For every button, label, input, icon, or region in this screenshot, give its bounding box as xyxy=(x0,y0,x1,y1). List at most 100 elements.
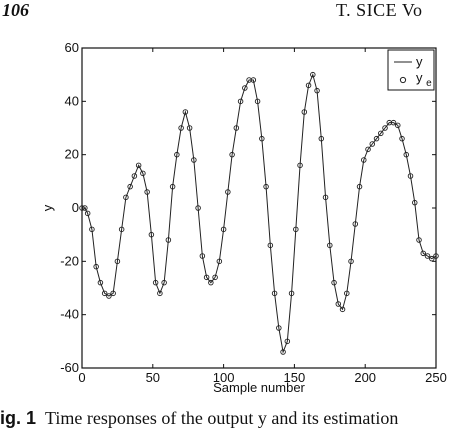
series-point-ye xyxy=(373,135,380,142)
series-point-ye xyxy=(382,125,388,131)
series-point-ye xyxy=(288,290,295,297)
series-point-ye xyxy=(356,183,363,190)
series-point-ye xyxy=(276,325,282,331)
series-point-ye xyxy=(157,290,163,297)
series-point-ye xyxy=(165,237,172,243)
series-point-ye xyxy=(79,205,85,211)
series-point-ye xyxy=(433,253,439,259)
series-point-ye xyxy=(322,194,329,201)
series-line-y xyxy=(82,73,437,354)
series-point-ye xyxy=(208,279,214,286)
y-tick-label: -40 xyxy=(60,307,79,322)
series-point-ye xyxy=(339,306,346,313)
series-point-ye xyxy=(314,87,320,94)
series-point-ye xyxy=(186,125,193,131)
series-point-ye xyxy=(110,290,116,297)
y-tick-label: 60 xyxy=(65,40,79,55)
caption-label: ig. 1 xyxy=(0,408,37,428)
series-point-ye xyxy=(416,237,422,243)
running-head: T. SICE Vo xyxy=(336,0,423,20)
series-point-ye xyxy=(144,189,150,195)
series-point-ye xyxy=(199,253,206,259)
series-point-ye xyxy=(305,82,312,89)
series-point-ye xyxy=(254,98,261,105)
y-tick-label: -20 xyxy=(60,253,79,268)
legend-label-ye-main: y xyxy=(416,70,423,85)
series-point-ye xyxy=(335,301,342,307)
series-point-ye xyxy=(114,258,121,265)
x-tick-label: 100 xyxy=(213,370,235,385)
series-point-ye xyxy=(263,183,269,190)
series-point-ye xyxy=(148,231,155,238)
series-point-ye xyxy=(399,135,405,142)
series-point-ye xyxy=(318,135,325,142)
series-point-ye xyxy=(212,274,218,281)
series-point-ye xyxy=(97,279,104,286)
legend-label-ye: y e xyxy=(416,70,432,89)
series-point-ye xyxy=(293,226,299,233)
series-point-ye xyxy=(123,194,129,201)
series-point-ye xyxy=(182,109,189,115)
series-point-ye xyxy=(407,173,414,179)
figure-chart: 0 50 100 150 200 250 -60 -40 -20 0 20 40 60 Sample n… xyxy=(40,40,447,395)
series-point-ye xyxy=(191,157,197,163)
series-point-ye xyxy=(390,119,397,126)
series-point-ye xyxy=(101,290,108,297)
legend-label-ye-sub: e xyxy=(426,78,432,89)
series-point-ye xyxy=(369,141,376,147)
legend-marker-sample xyxy=(399,76,407,84)
series-point-ye xyxy=(284,338,291,345)
legend-label-y: y xyxy=(416,54,423,69)
series-point-ye xyxy=(106,293,112,299)
series-point-ye xyxy=(233,125,240,131)
x-tick-label: 200 xyxy=(354,370,376,385)
series-point-ye xyxy=(169,183,176,190)
series-point-ye xyxy=(140,170,146,177)
legend: y y e xyxy=(387,49,435,91)
caption-text: Time responses of the output y and its e… xyxy=(45,408,399,428)
series-point-ye xyxy=(271,290,278,297)
series-point-ye xyxy=(420,250,427,257)
series-point-ye xyxy=(93,263,99,270)
x-tick-label: 150 xyxy=(284,370,306,385)
axis-ticks: 0 50 100 150 200 250 -60 -40 -20 0 20 40 60 xyxy=(60,40,447,385)
series-point-ye xyxy=(395,122,401,129)
series-point-ye xyxy=(237,98,244,105)
plot-frame xyxy=(81,47,437,369)
series-point-ye xyxy=(152,279,159,286)
series-point-ye xyxy=(84,210,91,217)
series-point-ye xyxy=(89,226,95,233)
series-ye-markers xyxy=(79,71,439,355)
series-point-ye xyxy=(331,279,337,286)
series-point-ye xyxy=(220,226,227,233)
series-point-ye xyxy=(267,242,274,249)
series-point-ye xyxy=(280,349,286,355)
y-tick-label: 40 xyxy=(65,93,79,108)
series-point-ye xyxy=(297,162,303,169)
series-y-line xyxy=(82,73,437,354)
x-tick-label: 0 xyxy=(78,370,85,385)
series-point-ye xyxy=(348,258,354,265)
plot-area-border xyxy=(81,47,437,369)
series-point-ye xyxy=(352,221,359,227)
series-point-ye xyxy=(403,151,410,158)
series-point-ye xyxy=(131,173,138,179)
series-point-ye xyxy=(429,255,435,262)
legend-box xyxy=(387,49,435,91)
series-point-ye xyxy=(127,183,133,190)
series-point-ye xyxy=(344,290,350,297)
series-point-ye xyxy=(118,226,125,233)
series-point-ye xyxy=(242,85,248,91)
series-point-ye xyxy=(203,274,210,281)
y-tick-label: 0 xyxy=(72,200,79,215)
series-point-ye xyxy=(310,71,316,78)
series-point-ye xyxy=(174,151,180,158)
series-point-ye xyxy=(225,189,231,195)
y-tick-label: 20 xyxy=(65,147,79,162)
series-point-ye xyxy=(178,125,184,131)
page-number: 106 xyxy=(2,0,29,20)
series-point-ye xyxy=(161,279,167,286)
series-point-ye xyxy=(327,242,333,249)
series-point-ye xyxy=(301,109,308,115)
series-point-ye xyxy=(412,199,418,206)
